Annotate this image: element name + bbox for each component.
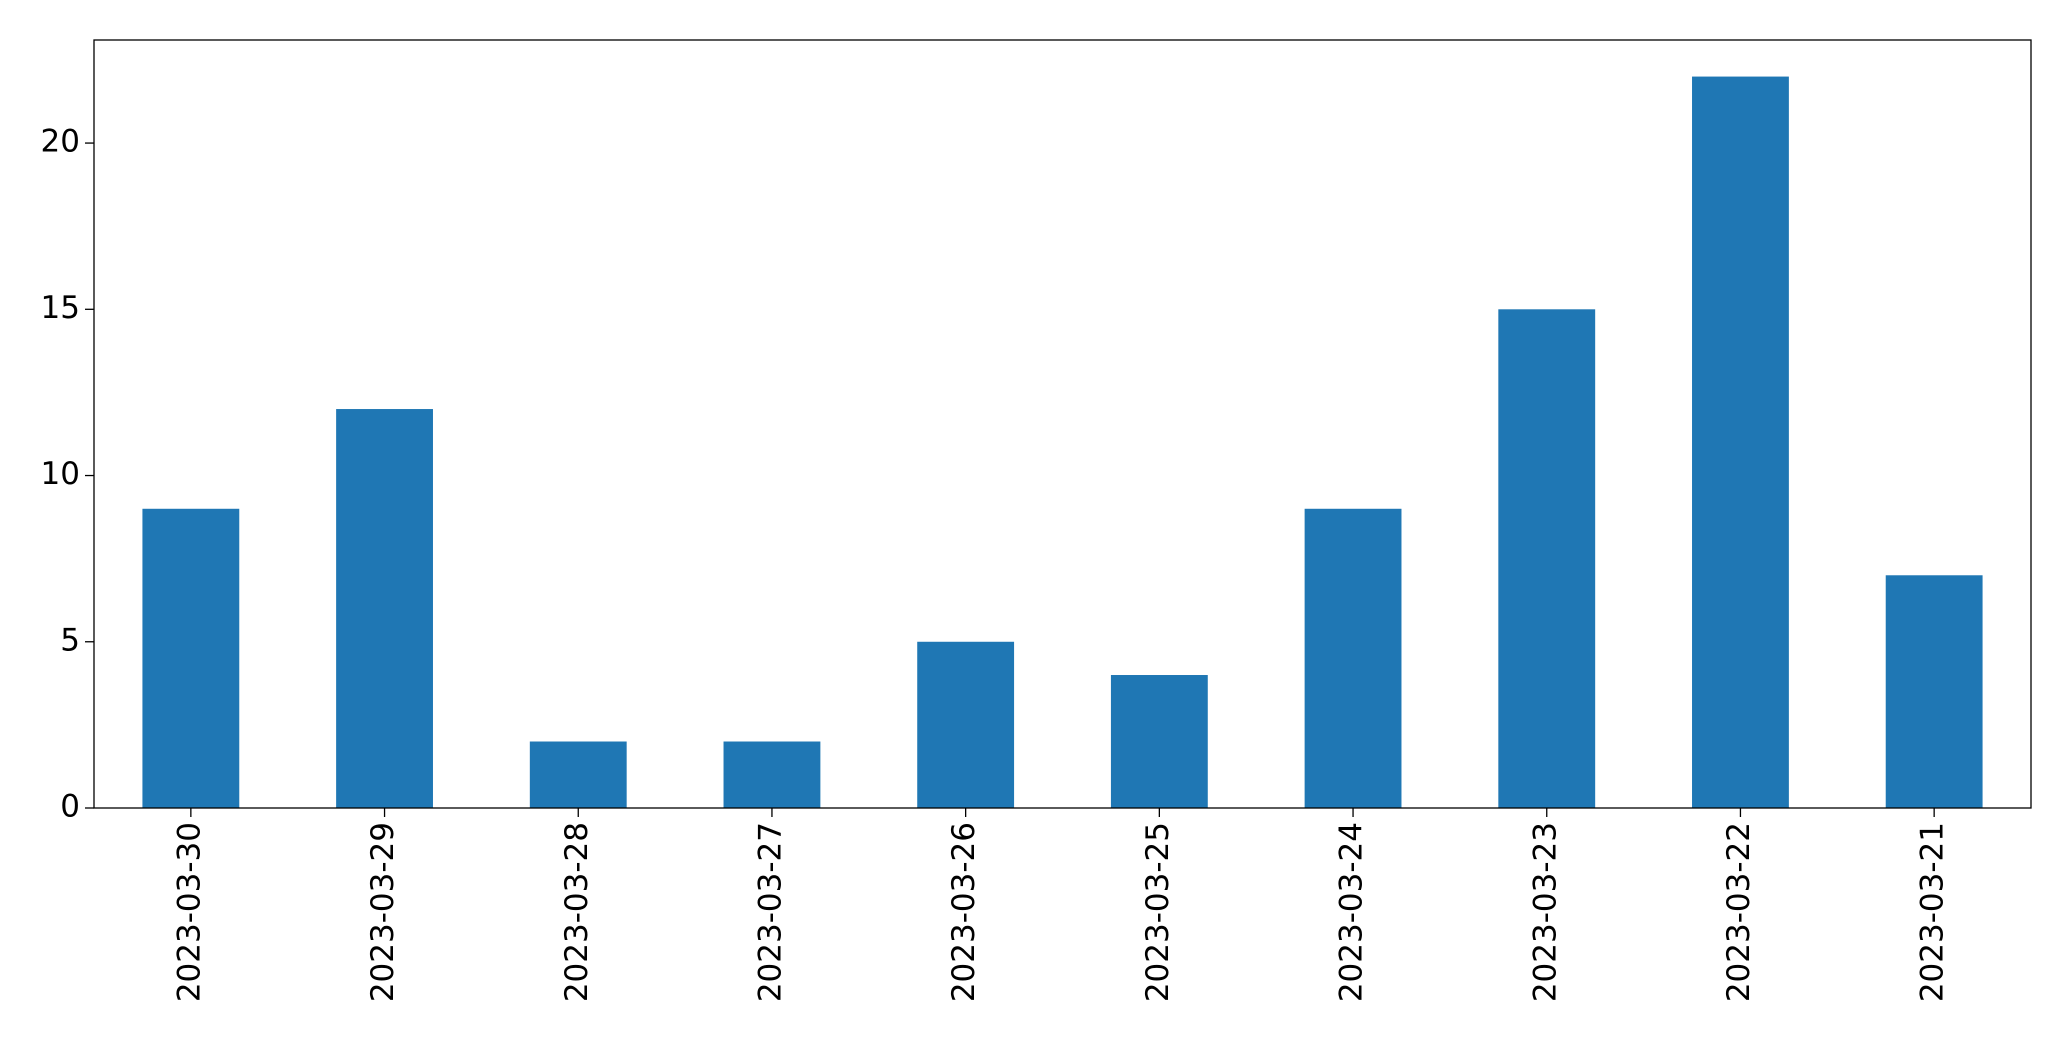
x-tick-label: 2023-03-29 xyxy=(365,822,401,1002)
x-tick-label: 2023-03-21 xyxy=(1915,822,1951,1002)
bar xyxy=(1692,76,1789,809)
y-tick-label: 5 xyxy=(60,622,80,658)
bar xyxy=(1885,575,1983,808)
x-tick-label: 2023-03-23 xyxy=(1527,822,1563,1002)
x-tick-label: 2023-03-24 xyxy=(1334,822,1370,1002)
x-tick-label: 2023-03-28 xyxy=(559,822,595,1002)
bar xyxy=(1110,675,1208,808)
plot-frame xyxy=(93,39,2032,809)
bar xyxy=(142,508,240,808)
y-tick-label: 0 xyxy=(60,789,80,825)
bar xyxy=(1498,309,1596,808)
y-tick-label: 10 xyxy=(41,456,80,492)
x-tick-label: 2023-03-26 xyxy=(946,822,982,1002)
bar xyxy=(917,641,1015,808)
y-tick-label: 20 xyxy=(41,124,80,160)
x-tick-label: 2023-03-27 xyxy=(752,822,788,1002)
x-tick-label: 2023-03-25 xyxy=(1140,822,1176,1002)
x-tick-label: 2023-03-22 xyxy=(1721,822,1757,1002)
bar xyxy=(723,741,821,808)
x-tick-label: 2023-03-30 xyxy=(171,822,207,1002)
bar xyxy=(336,409,433,808)
bar xyxy=(1304,508,1402,808)
bar xyxy=(529,741,627,808)
y-tick-label: 15 xyxy=(41,290,80,326)
